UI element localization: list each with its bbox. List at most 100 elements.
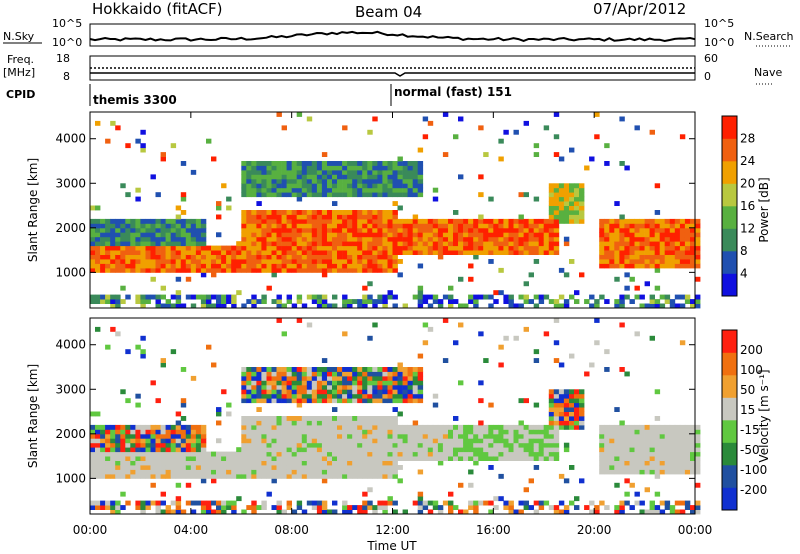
power-cell [372, 236, 378, 242]
velocity-cell [674, 438, 681, 444]
power-cell [296, 169, 303, 175]
velocity-cell [180, 438, 187, 444]
velocity-cell [256, 420, 262, 426]
velocity-cell [468, 442, 474, 448]
velocity-cell [256, 460, 262, 466]
velocity-cell [412, 438, 419, 444]
power-cell [115, 227, 121, 233]
velocity-cell [397, 398, 403, 404]
power-cell [271, 245, 277, 251]
velocity-cell [110, 326, 116, 332]
velocity-cell [311, 398, 318, 404]
velocity-cell [372, 322, 378, 328]
power-cell [342, 232, 348, 238]
power-cell [654, 232, 661, 238]
power-cell [609, 241, 615, 247]
power-cell [296, 232, 303, 238]
power-cell [558, 196, 565, 202]
velocity-cell [367, 398, 373, 404]
power-cell [327, 192, 333, 198]
power-cell [271, 214, 277, 220]
velocity-cell [397, 393, 403, 399]
power-cell [448, 250, 454, 255]
power-cell [100, 223, 106, 229]
power-cell [316, 232, 323, 238]
velocity-cell [321, 509, 328, 515]
power-cell [548, 218, 555, 224]
power-cell [664, 263, 671, 269]
velocity-cell [563, 509, 570, 515]
power-cell [382, 263, 388, 269]
velocity-cell [145, 456, 151, 461]
power-cell [190, 259, 197, 264]
velocity-cell [533, 465, 540, 470]
power-cell [614, 250, 620, 255]
velocity-cell [362, 380, 368, 386]
velocity-cell [296, 460, 303, 466]
velocity-cell [311, 442, 318, 448]
velocity-cell [342, 367, 348, 372]
velocity-cell [407, 438, 413, 444]
power-cell [357, 299, 363, 304]
power-cell [95, 120, 101, 126]
velocity-cell [170, 349, 177, 355]
power-cell [579, 272, 585, 278]
velocity-cell [306, 389, 313, 395]
power-cell [110, 263, 116, 269]
velocity-cell [362, 473, 368, 479]
velocity-cell [241, 447, 247, 453]
velocity-cell [397, 389, 403, 395]
power-cell [372, 192, 378, 198]
velocity-cell [321, 447, 328, 453]
velocity-cell [523, 447, 529, 453]
power-cell [684, 250, 691, 255]
velocity-cell [402, 442, 408, 448]
velocity-cell [664, 438, 671, 444]
velocity-cell [397, 384, 403, 390]
power-cell [604, 227, 610, 233]
power-cell [377, 169, 383, 175]
velocity-cell [453, 424, 459, 430]
power-cell [130, 263, 136, 269]
power-cell [417, 245, 424, 251]
power-cell [397, 223, 403, 229]
velocity-cell [175, 505, 182, 510]
power-cell [569, 183, 575, 189]
velocity-cell [629, 482, 635, 488]
power-cell [327, 227, 333, 233]
velocity-cell [281, 389, 287, 395]
power-cell [311, 236, 318, 242]
velocity-cell [261, 384, 267, 390]
power-cell [609, 263, 615, 269]
velocity-cell [115, 433, 121, 439]
power-cell [301, 214, 308, 220]
colorbar-swatch [722, 397, 737, 421]
power-cell [528, 250, 534, 255]
power-cell [372, 303, 378, 309]
power-cell [402, 223, 408, 229]
velocity-cell [321, 500, 328, 506]
power-cell [160, 236, 166, 242]
velocity-cell [256, 371, 262, 377]
power-cell [442, 294, 449, 300]
power-cell [145, 263, 151, 269]
velocity-cell [180, 509, 187, 515]
velocity-cell [619, 465, 625, 470]
velocity-cell [301, 375, 308, 381]
power-cell [155, 223, 161, 229]
power-cell [558, 192, 565, 198]
power-cell [195, 250, 202, 255]
velocity-cell [624, 469, 630, 475]
power-cell [195, 227, 202, 233]
velocity-cell [276, 465, 282, 470]
velocity-cell [695, 433, 701, 439]
y-tick-label: 3000 [55, 382, 86, 396]
power-cell [271, 236, 277, 242]
power-cell [367, 250, 373, 255]
velocity-cell [674, 451, 681, 457]
velocity-cell [281, 438, 287, 444]
velocity-cell [387, 473, 393, 479]
velocity-cell [337, 473, 343, 479]
power-cell [412, 178, 419, 184]
power-cell [327, 210, 333, 215]
